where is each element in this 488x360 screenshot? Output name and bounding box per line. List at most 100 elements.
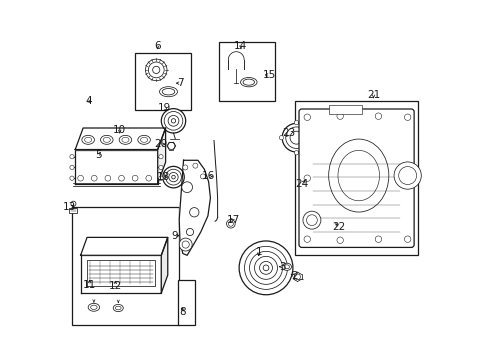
Circle shape [404, 236, 410, 242]
Circle shape [309, 135, 313, 140]
Circle shape [145, 175, 151, 181]
Ellipse shape [243, 79, 254, 85]
Text: 7: 7 [177, 78, 183, 88]
Text: 10: 10 [113, 125, 126, 135]
Polygon shape [179, 160, 210, 255]
Circle shape [159, 165, 163, 170]
Ellipse shape [282, 263, 291, 270]
Circle shape [294, 121, 298, 125]
Circle shape [159, 154, 163, 159]
Ellipse shape [119, 135, 131, 144]
Circle shape [303, 211, 320, 229]
Ellipse shape [138, 135, 150, 144]
Text: 9: 9 [171, 231, 178, 240]
FancyBboxPatch shape [298, 109, 413, 247]
Text: 13: 13 [63, 202, 76, 212]
Circle shape [167, 142, 175, 149]
Circle shape [294, 150, 298, 155]
Circle shape [279, 135, 283, 140]
Text: 6: 6 [154, 41, 161, 50]
Circle shape [159, 176, 163, 180]
Circle shape [304, 175, 310, 181]
Circle shape [171, 175, 175, 179]
Circle shape [179, 238, 192, 251]
Circle shape [289, 131, 303, 144]
Circle shape [78, 175, 83, 181]
Bar [328, 105, 361, 114]
Polygon shape [161, 237, 167, 293]
Circle shape [263, 265, 268, 271]
Ellipse shape [103, 137, 110, 142]
Text: 23: 23 [282, 129, 295, 138]
Circle shape [398, 167, 416, 185]
Circle shape [282, 123, 310, 152]
Circle shape [304, 236, 310, 242]
Ellipse shape [240, 77, 257, 87]
Circle shape [226, 220, 235, 228]
Ellipse shape [81, 135, 94, 144]
Circle shape [182, 182, 192, 193]
Circle shape [306, 215, 317, 226]
Circle shape [148, 62, 164, 78]
Circle shape [71, 201, 76, 206]
Polygon shape [158, 128, 165, 184]
Circle shape [404, 114, 410, 121]
Ellipse shape [88, 303, 100, 311]
Text: 11: 11 [83, 280, 96, 290]
Circle shape [259, 261, 272, 274]
Circle shape [374, 236, 381, 242]
Text: 20: 20 [154, 139, 167, 149]
Text: 21: 21 [366, 90, 380, 100]
Text: 3: 3 [279, 262, 285, 272]
Text: 8: 8 [179, 307, 186, 316]
Text: 12: 12 [108, 281, 122, 291]
Circle shape [168, 172, 178, 182]
Circle shape [70, 154, 74, 159]
Circle shape [132, 175, 138, 181]
Circle shape [200, 174, 205, 179]
Text: 17: 17 [226, 215, 239, 225]
Circle shape [336, 113, 343, 120]
Circle shape [228, 221, 233, 226]
Circle shape [161, 109, 185, 133]
Circle shape [164, 112, 183, 130]
Circle shape [171, 119, 175, 123]
Circle shape [91, 175, 97, 181]
Circle shape [183, 165, 187, 170]
Circle shape [404, 175, 410, 181]
Ellipse shape [284, 265, 289, 269]
Text: 16: 16 [202, 171, 215, 181]
Bar [72, 207, 179, 325]
Circle shape [249, 251, 282, 284]
Circle shape [244, 246, 287, 289]
Circle shape [105, 175, 110, 181]
Circle shape [336, 237, 343, 243]
Circle shape [294, 274, 300, 280]
Bar [69, 208, 77, 213]
Bar [219, 42, 274, 101]
Circle shape [374, 113, 381, 120]
Circle shape [119, 175, 124, 181]
Ellipse shape [337, 150, 379, 201]
Circle shape [254, 256, 277, 279]
Circle shape [239, 241, 292, 295]
Ellipse shape [84, 137, 92, 142]
Ellipse shape [115, 306, 121, 310]
Circle shape [70, 165, 74, 170]
Circle shape [304, 114, 310, 121]
Text: 19: 19 [158, 103, 171, 113]
Text: 5: 5 [95, 150, 102, 160]
Ellipse shape [90, 305, 97, 310]
Text: 4: 4 [85, 96, 92, 106]
Circle shape [192, 163, 198, 168]
Circle shape [393, 162, 421, 189]
Circle shape [168, 116, 179, 126]
Polygon shape [81, 237, 167, 255]
Text: 15: 15 [263, 70, 276, 80]
Ellipse shape [101, 135, 113, 144]
Ellipse shape [162, 89, 174, 95]
Text: 2: 2 [291, 271, 297, 281]
Bar [135, 53, 190, 110]
Circle shape [152, 66, 160, 73]
Circle shape [165, 169, 181, 185]
